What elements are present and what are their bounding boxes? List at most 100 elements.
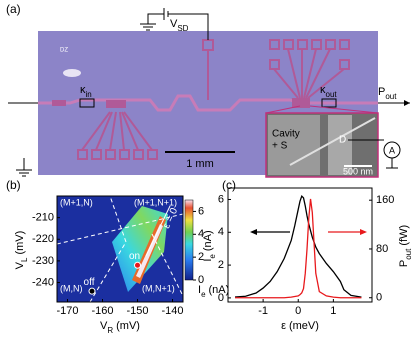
symbol: I <box>198 284 201 296</box>
y-tick-label: -230 <box>32 255 54 267</box>
colorbar-tick-label: 0 <box>198 274 204 286</box>
subscript: in <box>86 90 92 99</box>
boundaries <box>57 196 183 302</box>
symbol: ε <box>281 320 286 332</box>
point <box>134 261 141 269</box>
zoom-line <box>265 105 301 114</box>
y2-tick-label: 0 <box>376 292 382 304</box>
label: Ie(nA) <box>198 284 229 299</box>
detuning-line <box>145 205 171 257</box>
y-tick-label: 6 <box>218 193 224 205</box>
label: VR (mV) <box>100 320 140 335</box>
y-tick-label: -210 <box>32 212 54 224</box>
particle <box>63 69 81 77</box>
symbol: I <box>202 259 214 262</box>
x-tick-label: 1 <box>330 305 336 317</box>
region-label: (M+1,N) <box>60 197 93 207</box>
plot-frame <box>227 187 373 303</box>
unit: (mV) <box>14 231 26 255</box>
label: Pout <box>378 86 397 101</box>
colorbar <box>184 199 194 281</box>
plot-frame <box>56 195 184 303</box>
y2-tick-label: 80 <box>376 243 388 255</box>
pad <box>292 98 310 108</box>
arrow-head <box>404 100 410 106</box>
ground <box>16 158 32 177</box>
point-label: off <box>84 277 95 288</box>
symbol: V <box>14 261 26 269</box>
arrow-head <box>360 229 367 235</box>
subscript: R <box>107 326 113 335</box>
subscript: e <box>201 290 206 299</box>
ground <box>386 158 398 169</box>
panel-label: (b) <box>6 178 21 192</box>
y2-tick-label: 160 <box>376 194 394 206</box>
x-tick-label: -150 <box>126 305 148 317</box>
unit: (fW) <box>398 225 410 246</box>
line <box>234 195 362 298</box>
subscript: SD <box>177 24 188 33</box>
unit: (nA) <box>209 284 230 296</box>
y-tick-label: -220 <box>32 233 54 245</box>
y-tick-label: -240 <box>32 276 54 288</box>
resonator <box>38 94 378 112</box>
y-tick-label: 0 <box>218 292 224 304</box>
drain-label: D <box>339 135 346 146</box>
symbol: κ <box>80 84 86 96</box>
nanowire <box>289 117 376 166</box>
panel-label: (a) <box>6 2 21 16</box>
subscript: out <box>404 248 413 260</box>
subscript: e <box>208 254 217 259</box>
micrograph: (a) DZ 1 mm Cavity + S D 500 nm A <box>6 2 410 178</box>
label: ε (meV) <box>281 320 319 332</box>
label: κin <box>80 84 92 99</box>
symbol: P <box>378 86 385 98</box>
panel-label: (c) <box>222 178 236 192</box>
pad <box>52 100 66 106</box>
unit: (mV) <box>116 320 140 332</box>
x-tick-label: -1 <box>258 305 268 317</box>
pad <box>106 100 126 108</box>
region-label: (M,N) <box>60 283 83 293</box>
point <box>88 287 96 295</box>
inset-scale-label: 500 nm <box>343 166 373 176</box>
ridge-core <box>136 224 163 278</box>
source-electrode <box>268 115 320 175</box>
subscript: L <box>20 257 29 262</box>
region-label: (M+1,N+1) <box>134 197 177 207</box>
pad-array <box>77 39 350 160</box>
subscript: out <box>385 92 397 101</box>
source-label: + S <box>272 141 288 152</box>
symbol: κ <box>320 84 326 96</box>
arrow-head <box>250 229 257 235</box>
ammeter-label: A <box>389 145 395 155</box>
x-tick-label: 0 <box>295 305 301 317</box>
symbol: V <box>170 18 178 30</box>
symbol: V <box>100 320 108 332</box>
label: Ie (nA) <box>202 230 217 261</box>
x-tick-label: -170 <box>56 305 78 317</box>
scale-label: 1 mm <box>186 158 214 170</box>
label: VL (mV) <box>14 231 29 270</box>
unit: (nA) <box>202 230 214 251</box>
line <box>235 198 362 299</box>
coupler <box>321 98 337 108</box>
chip-mark: DZ <box>60 48 68 54</box>
coupler <box>79 98 95 108</box>
point-label: on <box>129 251 140 262</box>
colorbar-tick-label: 6 <box>198 205 204 217</box>
subscript: out <box>326 90 338 99</box>
x-tick-label: -140 <box>161 305 183 317</box>
y-tick-label: 4 <box>218 226 224 238</box>
source-label: Cavity <box>272 129 300 140</box>
unit: (meV) <box>289 320 319 332</box>
colorbar-tick-label: 2 <box>198 251 204 263</box>
colorbar-tick-label: 4 <box>198 228 204 240</box>
y-tick-label: 2 <box>218 259 224 271</box>
label: Pout (fW) <box>398 225 413 267</box>
region-label: (M,N+1) <box>142 283 175 293</box>
label: κout <box>320 84 337 99</box>
bias-source <box>140 8 209 40</box>
label: VSD <box>170 18 189 33</box>
